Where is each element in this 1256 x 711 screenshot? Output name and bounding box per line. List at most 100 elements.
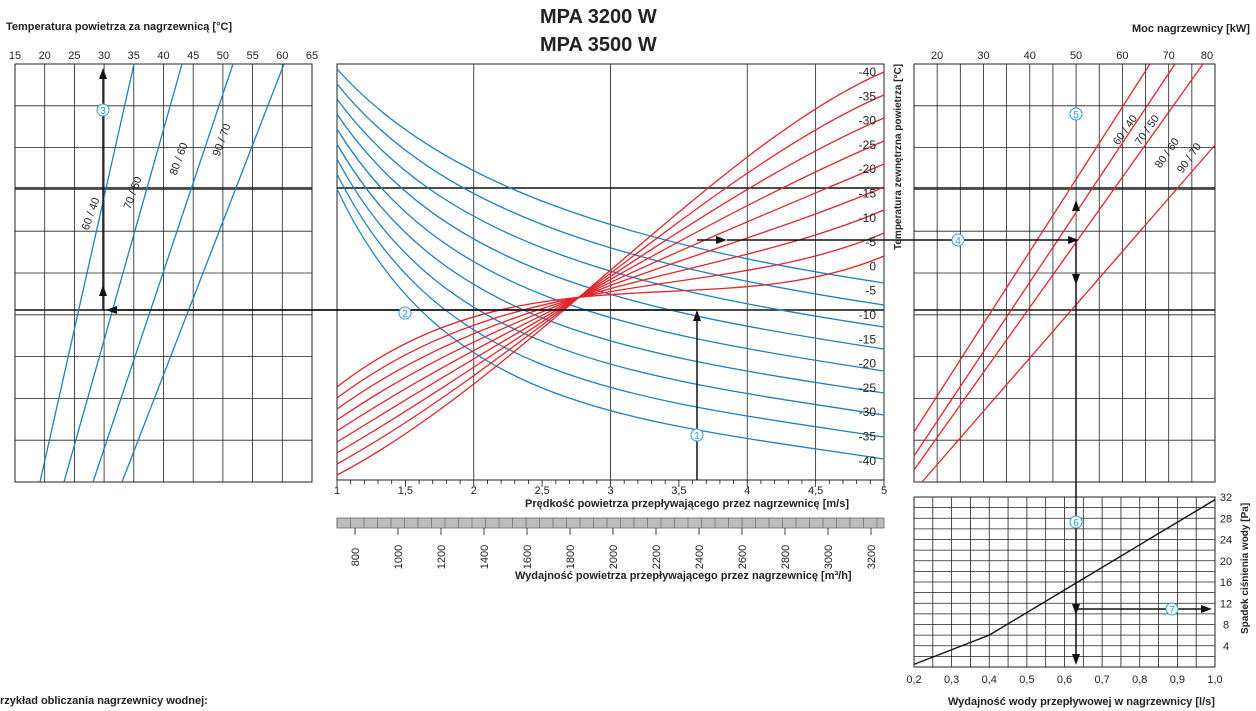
step-marker-2: [398, 306, 412, 320]
example-arrow-2-head: [106, 306, 117, 314]
main-blue-curve-3: [336, 98, 885, 328]
airflow-tick-label: 800: [350, 548, 362, 566]
airflow-axis-title: Wydajność powietrza przepływającego prze…: [515, 570, 852, 582]
airflow-tick-label: 2800: [780, 545, 792, 569]
airflow-tick-label: 1800: [565, 545, 577, 569]
outside-temp-tick-label: -25: [859, 138, 877, 152]
footnote: rzykład obliczania nagrzewnicy wodnej:: [0, 695, 208, 707]
pressure-y-tick: 12: [1220, 598, 1232, 610]
airflow-strip: [336, 517, 885, 529]
left-series-1-label: 60 / 40: [80, 196, 103, 232]
power-x-tick: 60: [1116, 50, 1128, 62]
outside-temp-tick-label: -35: [859, 89, 877, 103]
main-blue-curve-4: [336, 113, 885, 350]
velocity-axis-title: Prędkość powietrza przepływającego przez…: [525, 498, 849, 510]
left-x-tick: 15: [9, 50, 21, 62]
example-arrow-3-head-top: [99, 68, 107, 79]
main-blue-curve-5: [336, 128, 885, 372]
power-series-2-line: [913, 63, 1176, 457]
chart-title-2: MPA 3500 W: [540, 34, 657, 56]
outside-temp-tick-label: -15: [859, 187, 877, 201]
velocity-tick-label: 4: [744, 485, 750, 497]
pressure-x-tick: 0,3: [944, 674, 959, 686]
outside-temp-tick-label: -10: [859, 308, 877, 322]
outside-temp-axis-title: Temperatura zewnętrzna powietrza [°C]: [893, 63, 904, 250]
power-x-tick: 50: [1070, 50, 1082, 62]
left-x-tick: 35: [128, 50, 140, 62]
main-blue-curve-8: [336, 173, 885, 438]
left-series-4-line: [121, 63, 285, 483]
main-red-curve-3: [336, 117, 885, 454]
velocity-tick-label: 4,5: [808, 485, 823, 497]
step-marker-4: [951, 233, 965, 247]
pressure-x-tick: 0,8: [1132, 674, 1147, 686]
outside-temp-tick-label: -40: [859, 65, 877, 79]
main-red-curve-8: [336, 232, 885, 399]
chart-title-1: MPA 3200 W: [540, 6, 657, 28]
power-series-3-line: [913, 63, 1204, 471]
velocity-tick-label: 1: [334, 485, 340, 497]
example-arrow-4a-head: [716, 236, 727, 244]
outside-temp-tick-label: -20: [859, 162, 877, 176]
left-series-2-label: 70 / 50: [122, 175, 145, 211]
left-x-tick: 20: [39, 50, 51, 62]
left-x-tick: 40: [157, 50, 169, 62]
step-marker-6: [1069, 515, 1083, 529]
pressure-y-tick: 20: [1220, 556, 1232, 568]
main-red-curve-4: [336, 140, 885, 443]
left-x-tick: 30: [98, 50, 110, 62]
step-marker-3: [96, 103, 110, 117]
airflow-tick-label: 3200: [866, 545, 878, 569]
velocity-tick-label: 1,5: [398, 485, 413, 497]
power-series-4-line: [921, 144, 1216, 483]
pressure-y-tick: 16: [1220, 577, 1232, 589]
left-x-tick: 45: [187, 50, 199, 62]
outside-temp-tick-label: -10: [859, 211, 877, 225]
main-red-curve-2: [336, 94, 885, 465]
step-marker-6-label: 6: [1073, 518, 1079, 529]
example-arrow-3-head: [99, 285, 107, 296]
power-x-tick: 30: [977, 50, 989, 62]
airflow-tick-label: 2400: [694, 545, 706, 569]
main-red-curve-9: [336, 255, 885, 388]
airflow-tick-label: 2000: [608, 545, 620, 569]
airflow-tick-label: 1400: [479, 545, 491, 569]
left-x-tick: 65: [306, 50, 318, 62]
power-x-tick: 70: [1163, 50, 1175, 62]
outside-temp-tick-label: -40: [859, 454, 877, 468]
step-marker-1-label: 1: [694, 431, 700, 442]
airflow-tick-label: 1000: [393, 545, 405, 569]
left-series-1-line: [39, 63, 135, 483]
main-red-curve-7: [336, 209, 885, 410]
velocity-tick-label: 5: [881, 485, 887, 497]
main-blue-curve-9: [336, 188, 885, 460]
step-marker-4-label: 4: [955, 236, 961, 247]
example-arrow-7-head: [1201, 605, 1212, 613]
pressure-curve: [913, 499, 1216, 665]
outside-temp-tick-label: -5: [865, 235, 876, 249]
pressure-x-tick: 0,2: [906, 674, 921, 686]
power-series-1-line: [913, 63, 1151, 433]
pressure-x-tick: 0,5: [1019, 674, 1034, 686]
velocity-tick-label: 3,5: [671, 485, 686, 497]
left-x-tick: 55: [246, 50, 258, 62]
left-x-tick: 50: [217, 50, 229, 62]
step-marker-1: [690, 428, 704, 442]
main-blue-curve-7: [336, 158, 885, 416]
outside-temp-tick-label: -30: [859, 114, 877, 128]
pressure-x-tick: 0,9: [1170, 674, 1185, 686]
step-marker-2-label: 2: [402, 309, 408, 320]
pressure-y-tick: 4: [1223, 641, 1229, 653]
step-marker-7: [1165, 602, 1179, 616]
example-arrow-1-head: [693, 310, 701, 321]
left-x-tick: 60: [276, 50, 288, 62]
step-marker-3-label: 3: [100, 106, 106, 117]
pressure-y-tick: 8: [1223, 620, 1229, 632]
airflow-tick-label: 3000: [823, 545, 835, 569]
step-marker-5-label: 5: [1073, 110, 1079, 121]
outside-temp-tick-label: -35: [859, 430, 877, 444]
example-arrow-5-head-up: [1072, 200, 1080, 211]
step-marker-7-label: 7: [1169, 605, 1175, 616]
